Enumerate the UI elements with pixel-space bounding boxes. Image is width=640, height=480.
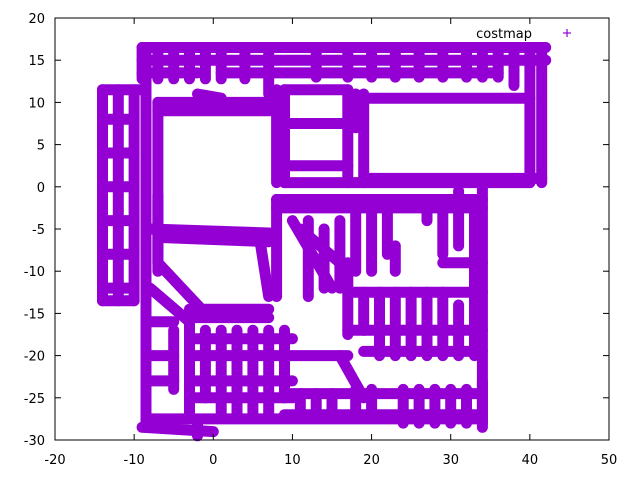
x-tick-label: -10 (124, 453, 145, 468)
x-tick-label: -20 (44, 453, 65, 468)
costmap-point-run-55 (144, 282, 195, 328)
y-tick-label: -5 (32, 223, 45, 238)
y-tick-label: 15 (28, 54, 45, 69)
costmap-point-run-52 (144, 223, 283, 239)
y-tick-label: 0 (37, 181, 45, 196)
x-tick-label: 0 (209, 453, 217, 468)
x-tick-label: 10 (284, 453, 301, 468)
costmap-point-run-53 (152, 231, 275, 248)
legend-label-costmap: costmap (476, 27, 532, 42)
x-tick-label: 30 (442, 453, 459, 468)
legend: costmap (476, 27, 571, 42)
y-tick-label: 5 (37, 139, 45, 154)
y-tick-label: -15 (24, 307, 45, 322)
axis-ticks: -20 -10 0 10 20 30 40 50 -30 -25 -20 -15 -10 -5 0 5 10 15… (24, 12, 618, 468)
x-tick-label: 20 (363, 453, 380, 468)
x-tick-label: 40 (522, 453, 539, 468)
y-tick-label: 20 (28, 12, 45, 27)
y-tick-label: -30 (24, 434, 45, 449)
costmap-points (97, 42, 552, 442)
x-tick-label: 50 (601, 453, 618, 468)
y-tick-label: -20 (24, 350, 45, 365)
costmap-point-run-58 (255, 240, 275, 302)
y-tick-label: 10 (28, 96, 45, 111)
y-tick-label: -25 (24, 392, 45, 407)
costmap-point-run-39 (192, 88, 227, 104)
y-tick-label: -10 (24, 265, 45, 280)
